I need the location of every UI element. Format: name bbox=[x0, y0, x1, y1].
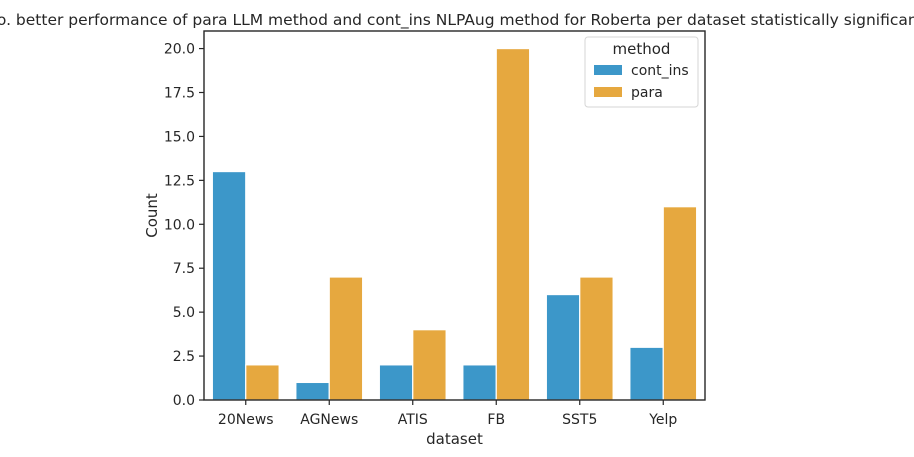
y-tick-label: 0.0 bbox=[173, 393, 195, 409]
y-tick-label: 17.5 bbox=[164, 86, 195, 102]
bar-para-ATIS bbox=[412, 329, 447, 401]
chart-title: No. better performance of para LLM metho… bbox=[0, 11, 914, 30]
legend-label-para: para bbox=[631, 85, 663, 101]
x-tick-label: FB bbox=[487, 412, 505, 428]
x-tick-label: Yelp bbox=[648, 412, 677, 428]
y-tick-label: 5.0 bbox=[173, 305, 195, 321]
y-tick-label: 7.5 bbox=[173, 261, 195, 277]
x-tick-label: AGNews bbox=[300, 412, 358, 428]
bar-cont_ins-SST5 bbox=[545, 293, 581, 401]
legend-title: method bbox=[613, 40, 671, 58]
bar-para-Yelp bbox=[662, 206, 698, 401]
bar-cont_ins-AGNews bbox=[295, 381, 330, 401]
legend-label-cont_ins: cont_ins bbox=[631, 63, 689, 79]
y-tick-label: 12.5 bbox=[164, 173, 195, 189]
legend-swatch-para bbox=[594, 87, 622, 97]
y-axis-label: Count bbox=[143, 193, 161, 238]
bar-cont_ins-FB bbox=[462, 364, 497, 401]
x-axis-ticks: 20News AGNews ATIS FB SST5 Yelp bbox=[218, 400, 677, 428]
y-tick-label: 20.0 bbox=[164, 42, 195, 58]
legend-swatch-cont_ins bbox=[594, 65, 622, 75]
y-tick-label: 2.5 bbox=[173, 349, 195, 365]
bars-group bbox=[211, 47, 698, 401]
bar-para-AGNews bbox=[328, 276, 364, 401]
bar-para-FB bbox=[495, 47, 531, 401]
y-tick-label: 15.0 bbox=[164, 129, 195, 145]
x-tick-label: 20News bbox=[218, 412, 274, 428]
y-tick-label: 10.0 bbox=[164, 217, 195, 233]
bar-para-SST5 bbox=[579, 276, 614, 401]
x-tick-label: SST5 bbox=[562, 412, 597, 428]
y-axis-ticks: 0.0 2.5 5.0 7.5 10.0 12.5 15.0 17.5 20.0 bbox=[164, 42, 204, 409]
bar-cont_ins-Yelp bbox=[629, 346, 664, 401]
bar-cont_ins-ATIS bbox=[378, 364, 414, 401]
bar-cont_ins-20News bbox=[211, 170, 247, 401]
x-tick-label: ATIS bbox=[398, 412, 428, 428]
bar-para-20News bbox=[245, 364, 280, 401]
plot-frame bbox=[203, 30, 706, 401]
x-axis-label: dataset bbox=[426, 430, 483, 448]
